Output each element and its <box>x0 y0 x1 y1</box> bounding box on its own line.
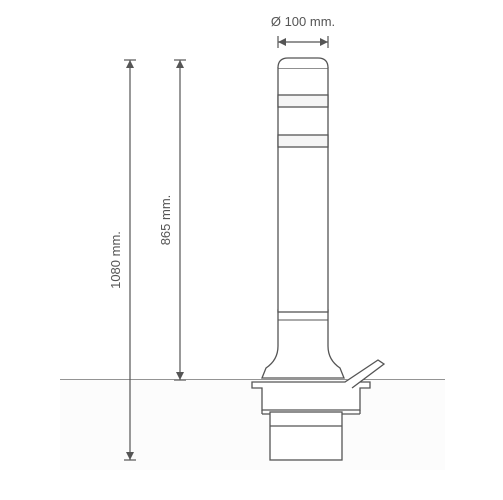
reflective-band-1 <box>278 95 328 107</box>
post-cap <box>278 58 328 68</box>
underground-sleeve <box>270 412 342 460</box>
post-body <box>278 58 328 312</box>
ground-area <box>60 380 445 470</box>
reflective-band-2 <box>278 135 328 147</box>
total-height-label: 1080 mm. <box>108 231 123 289</box>
post-height-label: 865 mm. <box>158 195 173 246</box>
diameter-label: Ø 100 mm. <box>271 14 335 29</box>
technical-drawing-bollard: Ø 100 mm. 1080 mm. 865 mm. <box>0 0 503 500</box>
dimension-diameter: Ø 100 mm. <box>271 14 335 48</box>
drawing-svg: Ø 100 mm. 1080 mm. 865 mm. <box>0 0 503 500</box>
dimension-post-height: 865 mm. <box>158 60 186 380</box>
